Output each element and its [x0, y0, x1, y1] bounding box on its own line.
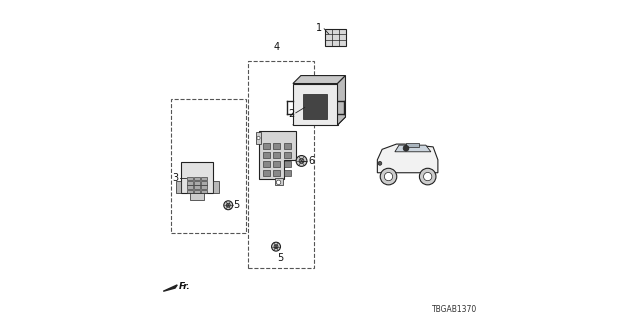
Bar	[186, 181, 193, 185]
Text: 1: 1	[316, 23, 323, 33]
Bar	[201, 186, 207, 189]
Bar	[171, 100, 246, 233]
Bar	[181, 162, 213, 194]
Circle shape	[271, 242, 280, 251]
Polygon shape	[337, 76, 346, 125]
Polygon shape	[163, 285, 177, 291]
Bar	[256, 132, 260, 144]
Circle shape	[299, 158, 304, 164]
Circle shape	[378, 161, 382, 165]
Bar	[303, 94, 327, 119]
Circle shape	[274, 245, 278, 249]
Circle shape	[403, 145, 409, 151]
Text: Fr.: Fr.	[179, 282, 191, 291]
Text: 2: 2	[288, 109, 294, 119]
Bar	[262, 152, 269, 158]
Circle shape	[276, 180, 281, 185]
Bar	[284, 170, 291, 176]
Circle shape	[380, 168, 397, 185]
Text: 6: 6	[308, 156, 314, 166]
Bar	[201, 177, 207, 180]
Bar	[201, 190, 207, 194]
Bar	[186, 186, 193, 189]
Bar	[194, 186, 200, 189]
Bar	[213, 181, 219, 194]
Circle shape	[424, 172, 432, 181]
Bar	[293, 84, 337, 125]
Circle shape	[224, 201, 233, 210]
Polygon shape	[293, 117, 346, 125]
Text: 4: 4	[274, 42, 280, 52]
Bar	[194, 190, 200, 194]
Polygon shape	[293, 76, 346, 84]
Text: 5: 5	[277, 253, 284, 263]
Bar	[273, 143, 280, 149]
Polygon shape	[395, 145, 431, 152]
Bar	[248, 61, 314, 268]
Bar	[284, 152, 291, 158]
Polygon shape	[378, 144, 438, 173]
Bar	[190, 194, 204, 200]
Bar	[284, 161, 291, 167]
Bar	[273, 170, 280, 176]
Bar	[262, 143, 269, 149]
Bar	[186, 190, 193, 194]
Bar	[406, 143, 419, 147]
Bar	[273, 152, 280, 158]
Circle shape	[226, 203, 230, 207]
Circle shape	[296, 156, 307, 166]
Bar	[262, 170, 269, 176]
Bar	[325, 28, 346, 46]
Bar	[262, 161, 269, 167]
Circle shape	[385, 172, 393, 181]
Polygon shape	[259, 131, 296, 179]
Text: 5: 5	[234, 200, 240, 210]
Bar	[175, 181, 181, 194]
Bar	[284, 143, 291, 149]
Bar	[194, 181, 200, 185]
Bar	[275, 179, 283, 186]
Text: 3: 3	[173, 172, 179, 182]
Bar	[194, 177, 200, 180]
Circle shape	[257, 136, 260, 140]
Bar	[201, 181, 207, 185]
Circle shape	[419, 168, 436, 185]
Bar	[186, 177, 193, 180]
Bar	[273, 161, 280, 167]
Text: TBGAB1370: TBGAB1370	[433, 305, 477, 314]
